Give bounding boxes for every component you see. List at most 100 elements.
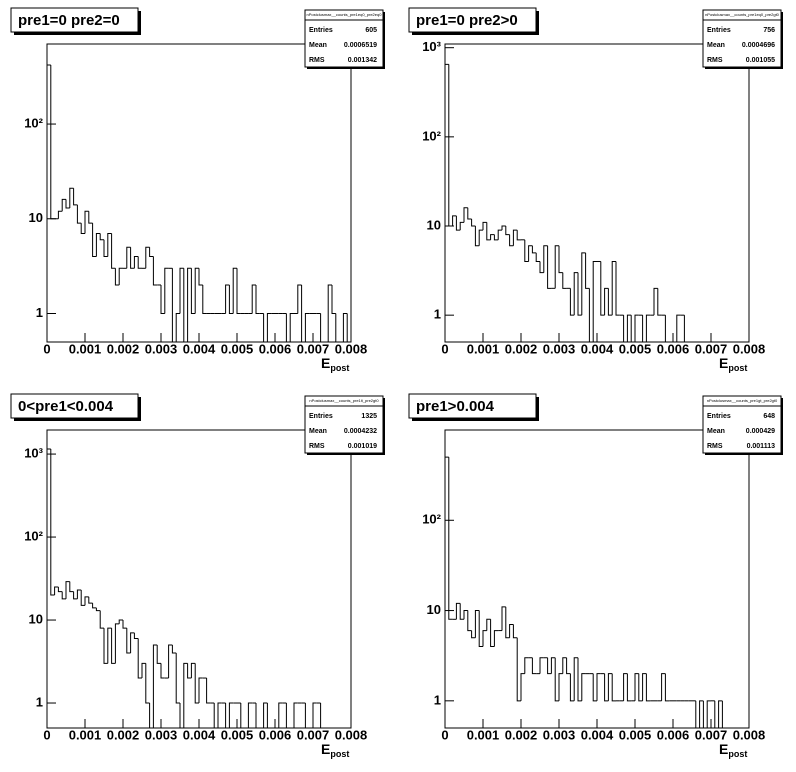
histogram-bin [607,673,613,701]
histogram-bin [645,673,651,702]
x-axis-label-sub: post [330,749,349,759]
histogram-bin [524,239,529,262]
histogram-bin [57,210,63,219]
x-tick-label: 0.008 [335,727,368,742]
histogram-bin [149,703,154,729]
histogram-bin [65,581,70,599]
x-tick-label: 0.002 [505,727,538,742]
histogram-bin [240,703,245,729]
x-tick-label: 0.002 [505,341,538,356]
histogram-bin [467,610,472,632]
y-tick-label: 1 [36,305,43,320]
histogram-bin [573,657,578,701]
histogram-bin [171,268,177,343]
histogram-bin [577,272,582,316]
histogram-bin [95,607,101,612]
x-tick-label: 0.007 [297,727,330,742]
x-axis-label-main: E [321,741,330,757]
histogram-bin [73,591,78,600]
x-axis-label-sub: post [728,363,747,373]
histogram-bin [137,638,142,679]
x-tick-label: 0.004 [183,341,216,356]
histogram-bin [160,284,165,314]
histogram-bin [160,663,165,679]
histogram-bin [448,457,453,620]
stats-title: nPostclusmax__counts_pre1eq0_pre2eq0 [307,12,383,17]
histogram-bin [228,284,234,314]
x-axis-label-main: E [719,741,728,757]
histogram-bin [92,603,97,609]
histogram-bin [61,198,66,212]
stats-label: Entries [707,413,731,420]
histogram-bin [320,703,325,729]
histogram-bin [217,702,222,728]
histogram-bin [509,624,514,638]
histogram-bin [183,662,188,728]
x-tick-label: 0.007 [695,341,728,356]
x-tick-label: 0 [43,341,50,356]
histogram-bin [301,284,306,343]
histogram-bin [118,267,123,285]
x-axis-label: Epost [719,741,747,760]
histogram-bin [459,603,464,620]
histogram-bin [642,673,647,701]
x-tick-label: 0.008 [733,727,766,742]
x-axis-label-sub: post [330,363,349,373]
histogram-bin [73,188,78,206]
histogram-bin [346,313,351,343]
histogram-bin [577,657,582,702]
y-tick-label: 10² [422,512,441,527]
title: 0<pre1<0.004 [18,398,114,415]
histogram-bin [604,673,609,702]
histogram-bin [497,229,502,240]
histogram-bin [145,246,150,269]
histogram-bin [50,449,55,596]
histogram-bin [463,207,468,223]
histogram-bin [634,314,639,342]
histogram-bin [444,456,449,728]
histogram-bin [183,268,188,343]
histogram-bin [516,637,521,702]
x-tick-label: 0.005 [221,727,254,742]
histogram-bin [585,252,590,289]
histogram-bin [699,700,704,728]
histogram-bin [130,632,135,654]
x-tick-label: 0.005 [221,341,254,356]
stats-value: 648 [763,413,775,420]
stats-value: 0.001019 [348,443,377,450]
histogram-bin [122,620,127,629]
histogram-bin [251,284,256,314]
stats-label: RMS [707,57,723,64]
histogram-bin [145,663,150,704]
histogram-bin [99,233,104,241]
histogram-bin [550,657,556,674]
stats-label: Entries [309,413,333,420]
histogram-bin [547,245,552,289]
histogram-bin [130,247,135,269]
histogram-bin [478,229,483,246]
stats-label: Mean [707,428,725,435]
x-tick-label: 0.003 [145,727,178,742]
histogram-bin [80,223,85,234]
histogram-bin [501,606,506,631]
histogram-bin [554,245,559,289]
histogram-bin [718,700,723,728]
x-tick-label: 0 [43,727,50,742]
x-axis-label: Epost [321,355,349,374]
histogram-bin [84,210,89,234]
histogram-bin [623,673,628,701]
histogram-bin [626,314,632,342]
histogram-bin [46,64,51,342]
histogram-bin [187,663,192,679]
histogram-bin [714,700,719,729]
y-tick-label: 10³ [422,39,441,54]
x-tick-label: 0.008 [733,341,766,356]
histogram-bin [133,632,139,639]
histogram-bin [175,312,180,342]
histogram-bin [645,314,651,342]
histogram-bin [114,623,120,664]
x-axis-label-sub: post [728,749,747,759]
y-tick-label: 1 [434,692,441,707]
